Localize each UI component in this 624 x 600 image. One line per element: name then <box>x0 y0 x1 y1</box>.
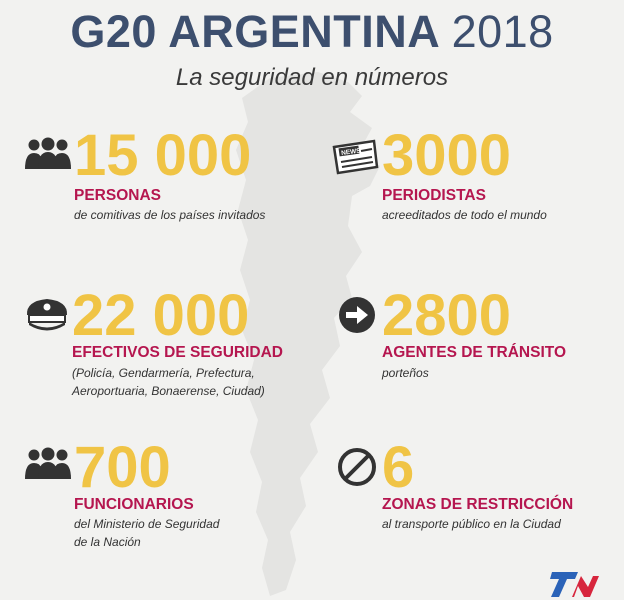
tn-logo <box>550 572 599 597</box>
stat-label: EFECTIVOS DE SEGURIDAD <box>72 344 283 361</box>
title-year: 2018 <box>451 6 554 57</box>
stat-number: 2800 <box>382 283 512 348</box>
stat-label: PERSONAS <box>74 187 161 204</box>
stat-label: FUNCIONARIOS <box>74 496 194 513</box>
stat-desc-line: acreeditados de todo el mundo <box>382 208 547 222</box>
stat-desc-line: Aeroportuaria, Bonaerense, Ciudad) <box>72 384 265 398</box>
page-title: G20 ARGENTINA 2018 <box>0 6 624 58</box>
stat-desc-line: porteños <box>382 366 429 380</box>
stat-desc-line: (Policía, Gendarmería, Prefectura, <box>72 366 255 380</box>
people-icon <box>25 137 71 169</box>
stat-desc-line: de la Nación <box>74 535 141 549</box>
svg-text:NEWS: NEWS <box>341 147 362 157</box>
stat-label: ZONAS DE RESTRICCIÓN <box>382 496 574 513</box>
police-cap-icon <box>26 299 68 331</box>
stat-number: 15 000 <box>74 123 252 188</box>
stat-number: 6 <box>382 435 415 500</box>
stat-number: 700 <box>74 435 171 500</box>
page-subtitle: La seguridad en números <box>175 64 449 91</box>
stat-label: PERIODISTAS <box>382 187 486 204</box>
people-icon <box>25 447 71 479</box>
stat-desc-line: de comitivas de los países invitados <box>74 208 266 222</box>
newspaper-icon: NEWS <box>332 139 379 175</box>
arrow-right-circle-icon <box>339 297 375 333</box>
title-main: G20 ARGENTINA <box>70 6 439 57</box>
stat-label: AGENTES DE TRÁNSITO <box>382 344 567 361</box>
stat-desc-line: al transporte público en la Ciudad <box>382 517 561 531</box>
stat-number: 3000 <box>382 123 512 188</box>
prohibited-icon <box>338 448 376 486</box>
stat-number: 22 000 <box>72 283 250 348</box>
stat-desc-line: del Ministerio de Seguridad <box>74 517 220 531</box>
